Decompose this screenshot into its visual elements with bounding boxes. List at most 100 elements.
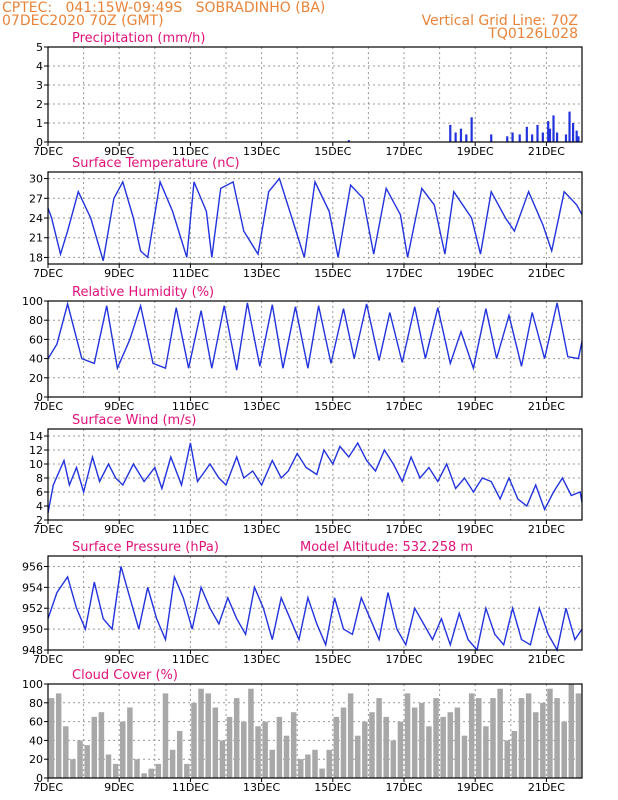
panel-title: Cloud Cover (%) [72,668,178,683]
data-bar [98,712,105,778]
data-bar [404,693,411,778]
data-line [47,566,583,652]
data-bar [255,726,261,778]
data-bar [518,698,525,778]
data-bar [554,698,560,778]
data-bar [347,140,350,142]
x-tick-label: 7DEC [33,145,63,158]
y-tick-label: 60 [29,716,43,729]
x-tick-label: 19DEC [457,267,494,280]
y-tick-label: 0 [36,136,43,149]
data-bar [552,115,555,142]
data-bar [411,707,418,778]
x-tick-label: 21DEC [528,145,565,158]
panel-title: Surface Temperature (nC) [72,156,240,171]
data-bar [572,123,575,142]
y-tick-label: 40 [29,353,43,366]
panel-frame [47,300,583,398]
data-bar [63,726,69,778]
data-bar [184,763,190,778]
data-bar [577,136,580,142]
y-tick-label: 8 [36,472,43,485]
x-tick-label: 13DEC [243,781,280,794]
data-bar [490,698,496,778]
y-tick-label: 27 [29,192,43,205]
y-tick-label: 0 [36,772,43,785]
data-bar [449,124,452,142]
y-tick-label: 80 [29,697,43,710]
data-bar [326,749,332,778]
data-bar [541,132,544,142]
x-tick-label: 17DEC [385,400,422,413]
data-bar [319,768,325,778]
data-bar [531,134,534,142]
data-bar [483,726,489,778]
x-tick-label: 13DEC [243,653,280,666]
data-bar [419,702,425,778]
data-bar [468,693,475,778]
y-tick-label: 20 [29,372,43,385]
x-tick-label: 19DEC [457,523,494,536]
data-bar [354,735,361,778]
x-tick-label: 9DEC [104,145,134,158]
panel-frame [47,428,583,521]
x-tick-label: 21DEC [528,653,565,666]
y-tick-label: 2 [36,98,43,111]
data-bar [476,698,482,778]
data-bar [390,740,397,778]
x-tick-label: 7DEC [33,523,63,536]
data-bar [575,130,578,142]
data-bar [564,134,568,142]
data-bar [465,134,468,142]
data-bar [169,749,176,778]
data-bar [568,684,575,778]
data-bar [504,740,510,778]
x-tick-label: 17DEC [385,523,422,536]
data-bar [191,702,197,778]
data-bar [276,716,283,778]
y-tick-label: 100 [22,295,43,308]
y-tick-label: 24 [29,212,43,225]
y-tick-label: 956 [22,560,43,573]
x-tick-label: 21DEC [528,523,565,536]
data-bar [454,707,461,778]
x-tick-label: 9DEC [104,523,134,536]
data-bar [518,134,521,142]
panel-frame [47,683,583,779]
y-tick-label: 6 [36,486,43,499]
data-line [47,301,583,371]
x-tick-label: 21DEC [528,400,565,413]
data-bar [540,702,546,778]
panel-title: Relative Humidity (%) [72,285,214,300]
data-bar [433,698,439,778]
x-tick-label: 11DEC [172,653,209,666]
x-tick-label: 15DEC [314,523,351,536]
data-bar [48,698,55,778]
y-tick-label: 12 [29,444,43,457]
panel-title: Surface Wind (m/s) [72,413,196,428]
y-tick-label: 3 [36,79,43,92]
data-bar [575,693,582,778]
data-bar [447,712,454,778]
data-bar [55,693,62,778]
y-tick-label: 18 [29,251,43,264]
data-bar [162,693,169,778]
data-bar [548,128,552,142]
header-station-line: CPTEC: 041:15W-09:49S SOBRADINHO (BA) [2,0,326,16]
data-bar [84,745,90,778]
x-tick-label: 15DEC [314,267,351,280]
x-tick-label: 11DEC [172,145,209,158]
panel-frame [47,171,583,265]
panel-title: Surface Pressure (hPa) [72,540,219,555]
y-tick-label: 5 [36,41,43,54]
x-tick-label: 17DEC [385,653,422,666]
panel-title: Precipitation (mm/h) [72,31,205,46]
data-bar [362,721,368,778]
y-tick-label: 952 [22,602,43,615]
header-grid-note: Vertical Grid Line: 70Z [421,13,578,29]
data-bar [536,124,539,142]
x-tick-label: 21DEC [528,267,565,280]
data-bar [561,721,567,778]
data-bar [112,763,119,778]
y-tick-label: 2 [36,514,43,527]
